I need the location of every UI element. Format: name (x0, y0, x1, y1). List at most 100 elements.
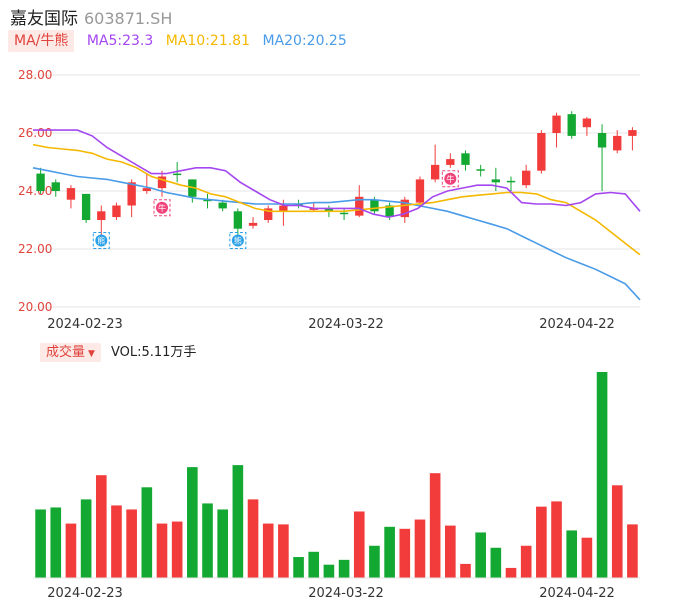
volume-bar (399, 528, 411, 578)
ma5-line (33, 129, 641, 218)
volume-bar (445, 525, 456, 578)
volume-bar (35, 509, 46, 578)
volume-bar (581, 537, 593, 578)
bear-signal-icon (95, 234, 108, 247)
candle-body (385, 205, 394, 218)
candle-body (370, 199, 379, 212)
bear-signal-icon (231, 234, 244, 247)
stock-code: 603871.SH (84, 9, 173, 28)
volume-x-tick-label: 2024-03-22 (308, 586, 384, 601)
candle-body (476, 169, 485, 171)
candle-body (355, 196, 364, 216)
volume-bar (247, 499, 259, 578)
volume-legend: 成交量 ▼ VOL:5.11万手 (40, 341, 197, 362)
volume-indicator-label: 成交量 (46, 345, 86, 360)
ma5-label: MA5:23.3 (86, 33, 154, 49)
candle-body (506, 180, 516, 183)
candle-body (127, 182, 136, 206)
volume-bar (202, 503, 213, 578)
volume-bar (95, 475, 107, 578)
volume-bar (65, 523, 77, 578)
volume-bar (551, 501, 562, 578)
candle-body (461, 153, 470, 165)
candle-body (446, 159, 455, 165)
candle-body (430, 164, 440, 180)
candle-body (233, 211, 243, 229)
volume-bar (126, 509, 137, 578)
bear-signal-label: 熊 (97, 236, 105, 246)
candle-body (415, 179, 425, 203)
candle-body (51, 182, 60, 191)
x-tick-label: 2024-02-23 (47, 317, 123, 332)
candle-body (142, 188, 151, 191)
bull-signal-frame (153, 199, 171, 217)
volume-bar (141, 487, 153, 578)
candle-body (248, 222, 258, 226)
candle-body (36, 173, 45, 191)
volume-bar (627, 524, 638, 578)
candle-body (309, 208, 318, 210)
ma-indicator-button[interactable]: MA/牛熊 (8, 30, 75, 52)
volume-bar (262, 523, 274, 578)
bear-signal-frame (92, 232, 110, 249)
candle-body (112, 205, 121, 218)
bull-signal-frame (441, 170, 459, 188)
volume-bar (156, 523, 168, 578)
y-tick-label: 24.00 (18, 184, 52, 198)
volume-indicator-button[interactable]: 成交量 ▼ (40, 343, 101, 362)
volume-bar (536, 506, 547, 578)
candle-body (218, 202, 227, 209)
candle-body (264, 208, 273, 220)
stock-title: 嘉友国际 603871.SH (10, 4, 172, 29)
volume-bar (50, 507, 62, 578)
volume-bar (596, 372, 608, 578)
candle-body (66, 188, 76, 200)
candle-body (400, 199, 409, 218)
ma10-line (32, 143, 641, 256)
ma20-line (32, 167, 641, 301)
volume-bar (414, 519, 426, 578)
candle-body (597, 133, 607, 148)
volume-value: VOL:5.11万手 (110, 345, 197, 360)
ma-legend: MA/牛熊 MA5:23.3 MA10:21.81 MA20:20.25 (8, 30, 355, 52)
bull-signal-icon (155, 201, 168, 214)
x-tick-label: 2024-04-22 (539, 317, 615, 332)
volume-bar (384, 526, 395, 578)
volume-bar (338, 559, 350, 578)
volume-bar (80, 499, 92, 578)
candle-body (552, 115, 561, 133)
x-tick-label: 2024-03-22 (308, 317, 384, 332)
y-tick-label: 20.00 (18, 300, 52, 314)
volume-bar (232, 465, 244, 578)
y-tick-label: 26.00 (18, 126, 52, 140)
candle-body (279, 205, 288, 212)
candle-body (567, 114, 576, 136)
volume-bar (171, 521, 183, 578)
bull-signal-label: 牛 (446, 174, 454, 184)
candle-body (157, 176, 167, 189)
candle-body (97, 211, 106, 220)
candle-body (522, 170, 531, 186)
volume-bar (566, 530, 578, 578)
volume-bar (278, 524, 289, 578)
candle-body (81, 193, 91, 220)
candle-body (628, 130, 637, 136)
volume-bar (111, 505, 122, 578)
volume-bar (369, 545, 380, 578)
volume-bar (611, 485, 623, 578)
volume-bar (217, 509, 228, 578)
ma20-label: MA20:20.25 (262, 33, 347, 49)
volume-bar (308, 551, 320, 578)
volume-bar (187, 467, 198, 578)
candle-body (537, 133, 546, 171)
bull-signal-label: 牛 (158, 203, 166, 213)
stock-name: 嘉友国际 (10, 9, 78, 29)
bear-signal-frame (229, 232, 247, 249)
volume-bar (460, 563, 471, 578)
volume-bar (429, 473, 441, 578)
volume-bar (520, 545, 532, 578)
candle-body (339, 212, 349, 215)
candle-body (582, 118, 592, 128)
volume-bar (293, 557, 304, 578)
